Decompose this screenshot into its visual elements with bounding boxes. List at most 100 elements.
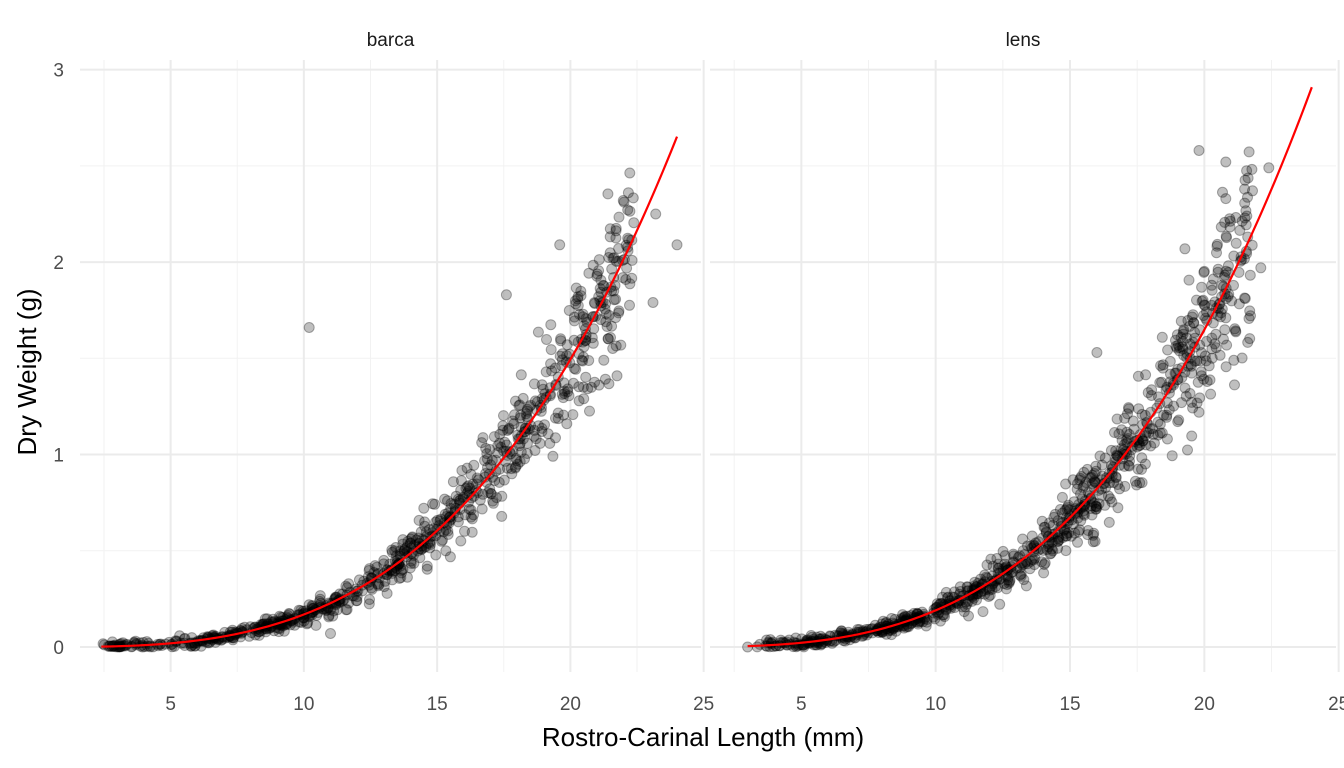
data-point [1119, 412, 1131, 424]
data-point [572, 293, 584, 305]
data-point [364, 594, 375, 605]
data-point [1220, 156, 1232, 168]
data-point [1136, 452, 1148, 464]
y-tick-label: 2 [53, 253, 64, 274]
data-point [993, 562, 1005, 574]
data-point [1242, 191, 1253, 203]
data-point [1228, 250, 1240, 262]
data-point [1230, 326, 1242, 338]
data-point [343, 578, 355, 590]
data-point [998, 578, 1010, 590]
data-point [536, 379, 548, 391]
data-point [480, 442, 492, 454]
data-point [488, 431, 500, 443]
data-point [573, 395, 585, 407]
data-point [394, 548, 406, 560]
data-point [1242, 336, 1254, 348]
data-point [440, 545, 452, 557]
data-point [1230, 237, 1242, 249]
data-point [1233, 298, 1245, 310]
data-point [1131, 441, 1143, 453]
data-point [1236, 352, 1248, 364]
data-point [1236, 215, 1248, 227]
data-point [628, 217, 640, 229]
data-point [253, 629, 265, 641]
x-tick-label: 25 [1328, 694, 1344, 715]
data-point [613, 307, 625, 319]
data-point [1122, 459, 1134, 471]
data-point [572, 300, 584, 312]
data-point [1220, 265, 1232, 277]
data-point [627, 192, 639, 204]
data-point [555, 333, 567, 345]
data-point [406, 531, 418, 543]
data-point [610, 225, 622, 237]
data-point [1116, 443, 1127, 455]
data-point [1053, 532, 1064, 544]
data-point [1220, 312, 1232, 324]
data-point [617, 272, 629, 284]
data-point [1100, 482, 1111, 494]
data-point [575, 285, 587, 297]
data-point [1212, 263, 1224, 275]
data-point [341, 582, 353, 594]
data-point [474, 494, 486, 506]
data-point [1209, 338, 1221, 350]
data-point [1084, 472, 1096, 484]
data-point [1131, 479, 1143, 491]
data-point [1185, 360, 1197, 372]
data-point [1173, 414, 1185, 426]
data-point [1221, 232, 1232, 244]
data-point [399, 544, 411, 556]
data-point [602, 333, 614, 345]
data-point [1139, 430, 1151, 442]
data-point [372, 580, 384, 592]
data-point [1022, 540, 1033, 552]
data-point [620, 274, 632, 285]
data-point [1036, 556, 1048, 568]
data-point [1210, 328, 1222, 340]
data-point [610, 232, 622, 244]
data-point [471, 472, 483, 484]
data-point [1090, 503, 1102, 515]
data-point [1089, 535, 1101, 547]
data-point [452, 511, 464, 523]
data-point [1103, 516, 1115, 528]
data-point [561, 418, 573, 430]
data-point [1020, 580, 1032, 592]
data-point [1110, 472, 1122, 484]
data-point [589, 298, 601, 309]
data-point [427, 527, 439, 539]
data-point [603, 252, 615, 263]
data-point [413, 532, 424, 544]
data-point [1196, 370, 1207, 382]
data-point [897, 609, 909, 621]
data-point [369, 560, 381, 572]
data-point [445, 502, 457, 514]
data-point [1062, 499, 1074, 511]
data-point [1112, 479, 1124, 490]
data-point [1221, 339, 1233, 351]
data-point [545, 344, 557, 356]
data-point [397, 563, 409, 575]
data-point [1093, 498, 1105, 510]
data-point [1177, 341, 1189, 353]
data-point [1214, 349, 1226, 361]
data-point [608, 294, 620, 306]
data-point [981, 559, 993, 571]
data-point [373, 579, 385, 590]
data-point [1154, 418, 1166, 430]
data-point [1085, 503, 1097, 514]
data-point [1004, 574, 1016, 586]
data-point [378, 554, 390, 566]
data-point [624, 278, 636, 290]
data-point [1087, 536, 1099, 548]
points-lens [742, 145, 1275, 653]
x-tick-labels-lens: 5 10 15 20 25 [796, 694, 1344, 715]
data-point [443, 511, 455, 523]
data-point [1075, 515, 1087, 527]
data-point [1263, 162, 1275, 174]
data-point [1044, 517, 1055, 529]
data-point [328, 605, 340, 617]
data-point [503, 422, 515, 434]
